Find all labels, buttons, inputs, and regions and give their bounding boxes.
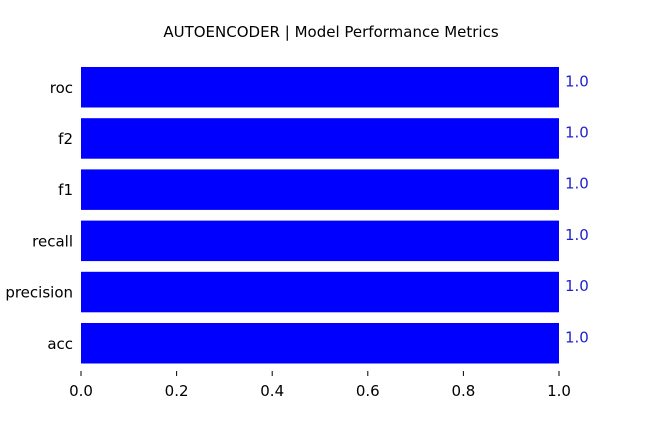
x-tick-label-0-8: 0.8 <box>451 382 475 400</box>
category-label-acc: acc <box>47 335 73 353</box>
bar-precision <box>81 271 559 313</box>
x-tick-label-0-2: 0.2 <box>165 382 189 400</box>
value-label-f2: 1.0 <box>565 123 589 141</box>
category-label-recall: recall <box>32 232 73 250</box>
bar-f1 <box>81 169 559 210</box>
category-label-f2: f2 <box>58 130 73 148</box>
category-label-f1: f1 <box>58 181 73 199</box>
x-tick-label-0-4: 0.4 <box>260 382 284 400</box>
x-axis: 0.0 0.2 0.4 0.6 0.8 1.0 <box>69 371 571 400</box>
bar-recall <box>81 220 559 262</box>
value-label-f1: 1.0 <box>565 175 589 193</box>
bar-f2 <box>81 118 559 159</box>
bar-roc <box>81 67 559 108</box>
x-tick-label-0-0: 0.0 <box>69 382 93 400</box>
value-label-acc: 1.0 <box>565 328 589 346</box>
category-label-precision: precision <box>5 284 73 302</box>
chart-title: AUTOENCODER | Model Performance Metrics <box>163 23 498 41</box>
value-label-precision: 1.0 <box>565 277 589 295</box>
bar-acc <box>81 323 559 364</box>
x-tick-label-1-0: 1.0 <box>547 382 571 400</box>
bars-layer: acc 1.0 precision 1.0 recall 1.0 f1 1.0 f2 1.0 roc… <box>5 67 589 364</box>
value-label-recall: 1.0 <box>565 226 589 244</box>
value-label-roc: 1.0 <box>565 72 589 90</box>
x-tick-label-0-6: 0.6 <box>356 382 380 400</box>
category-label-roc: roc <box>50 79 73 97</box>
